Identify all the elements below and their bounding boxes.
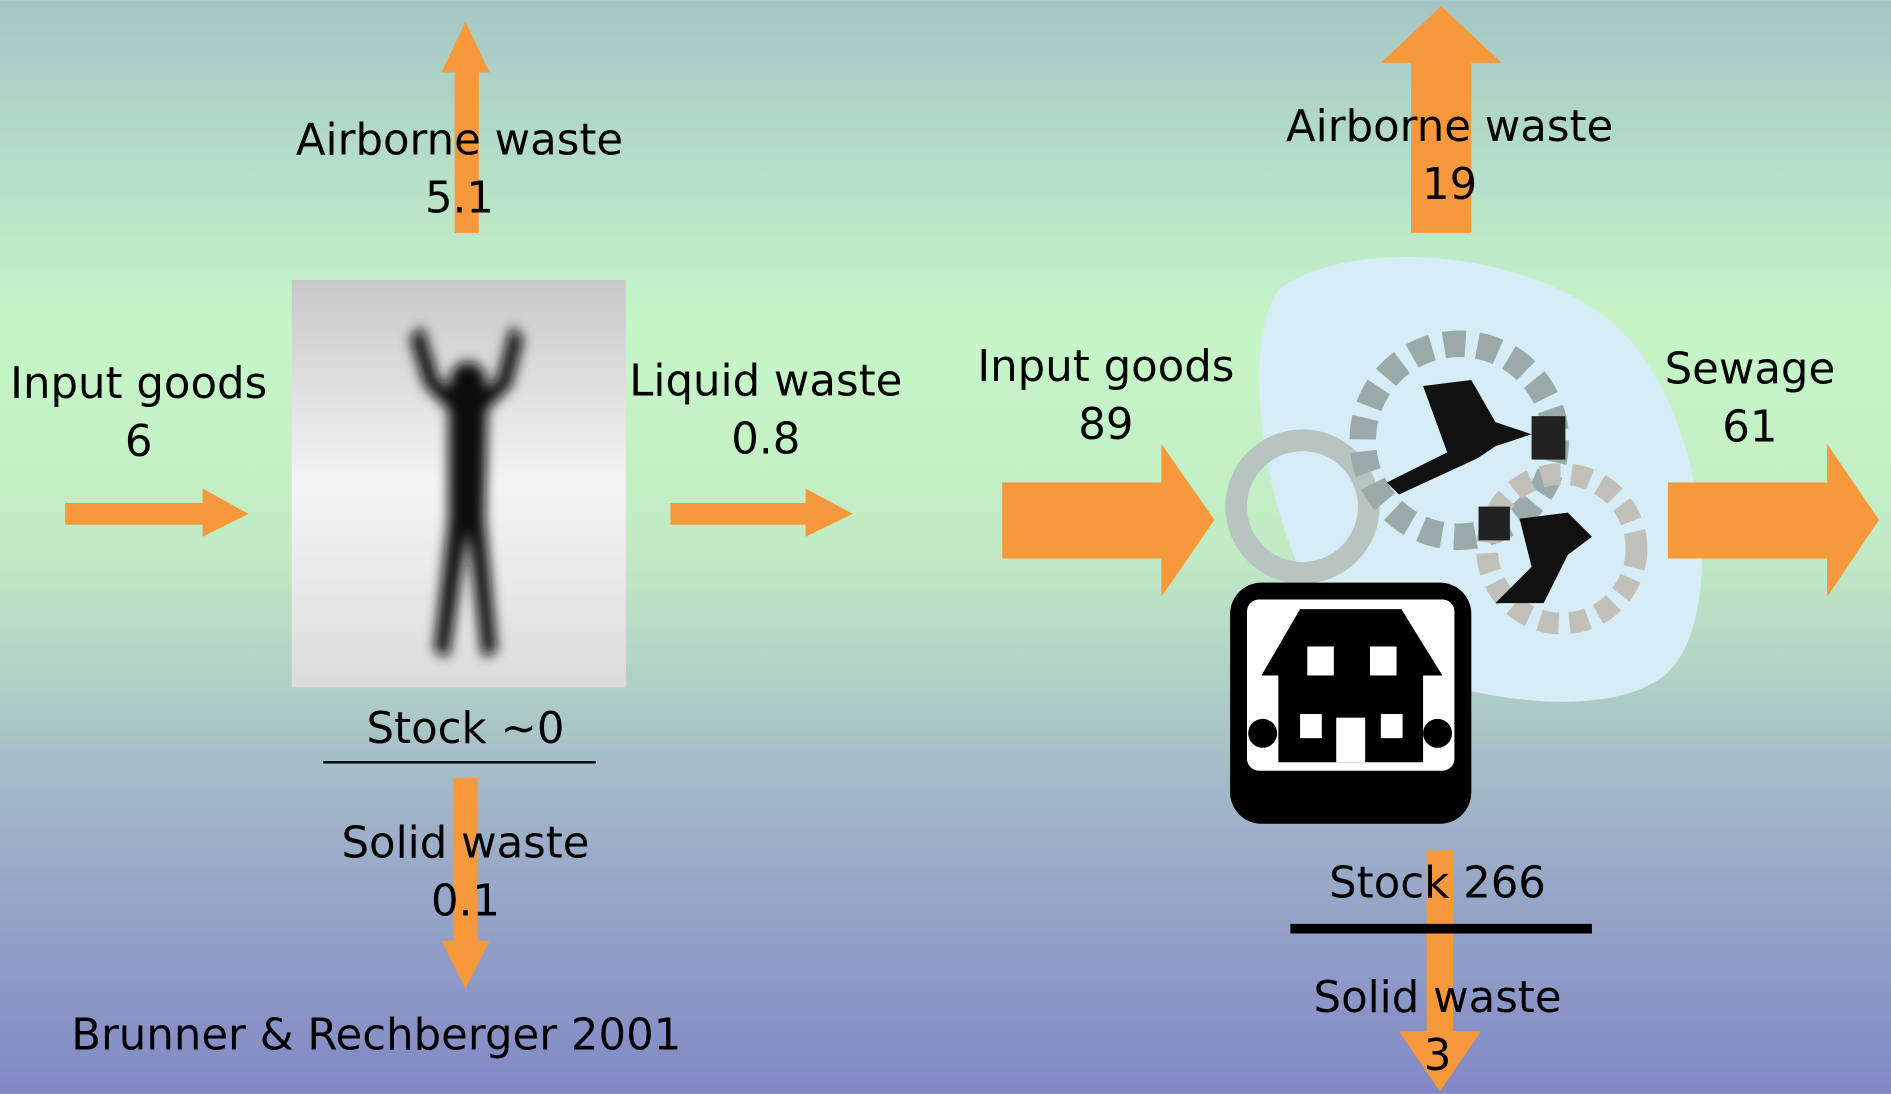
stock-text: Stock [1329, 858, 1450, 908]
stock-value: ~0 [500, 704, 564, 754]
flow-value: 61 [1722, 402, 1777, 452]
slide: Airborne waste 5.1 Input goods 6 Liquid … [0, 0, 1891, 1094]
stock-label: Stock 266 [1329, 858, 1546, 908]
flow-value: 19 [1422, 160, 1477, 210]
flow-label: Input goods [10, 359, 267, 409]
flow-value: 5.1 [425, 173, 494, 223]
stock-label: Stock ~0 [367, 704, 565, 754]
stock-text: Stock [367, 704, 488, 754]
flow-value: 89 [1078, 400, 1133, 450]
source-citation: Brunner & Rechberger 2001 [71, 1010, 681, 1060]
flow-value: 0.8 [731, 415, 800, 465]
flow-label: Input goods [977, 342, 1234, 392]
page: {"left":{"input":{"label":"Input goods",… [0, 0, 1891, 1094]
silhouette-photo [292, 280, 626, 688]
flow-label: Solid waste [341, 819, 589, 869]
flow-label: Sewage [1665, 345, 1836, 395]
flow-value: 0.1 [431, 876, 500, 926]
flow-label: Airborne waste [1286, 102, 1613, 152]
flow-value: 3 [1424, 1031, 1452, 1081]
flow-label: Liquid waste [629, 357, 902, 407]
flow-value: 6 [125, 417, 153, 467]
flow-label: Airborne waste [296, 115, 623, 165]
flow-label: Solid waste [1314, 973, 1562, 1023]
stock-value: 266 [1463, 858, 1546, 908]
